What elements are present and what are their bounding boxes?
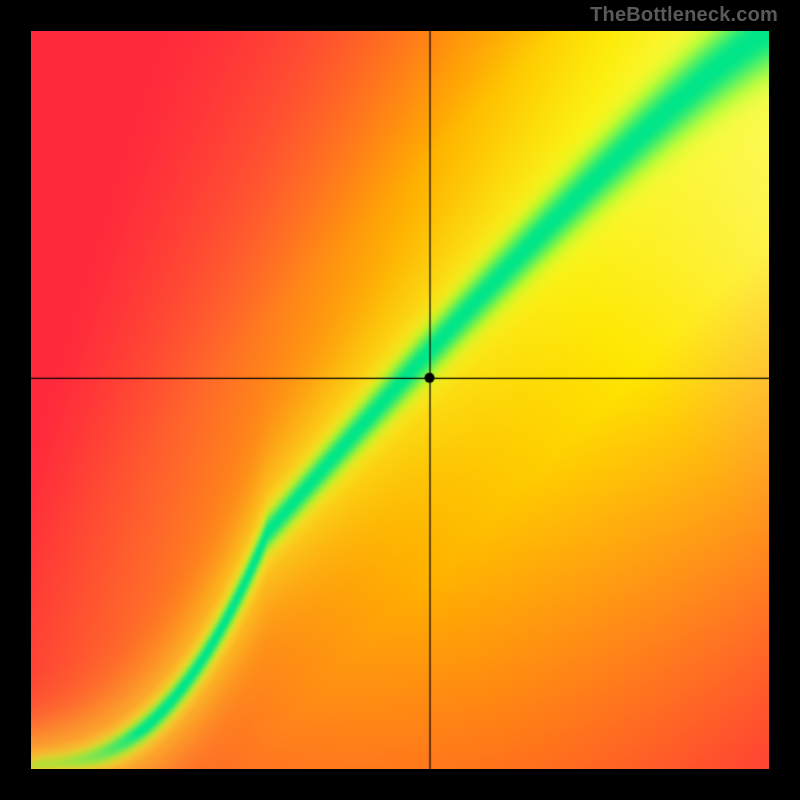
- watermark-text: TheBottleneck.com: [590, 4, 778, 27]
- chart-container: TheBottleneck.com: [0, 0, 800, 800]
- crosshair-overlay: [31, 31, 769, 769]
